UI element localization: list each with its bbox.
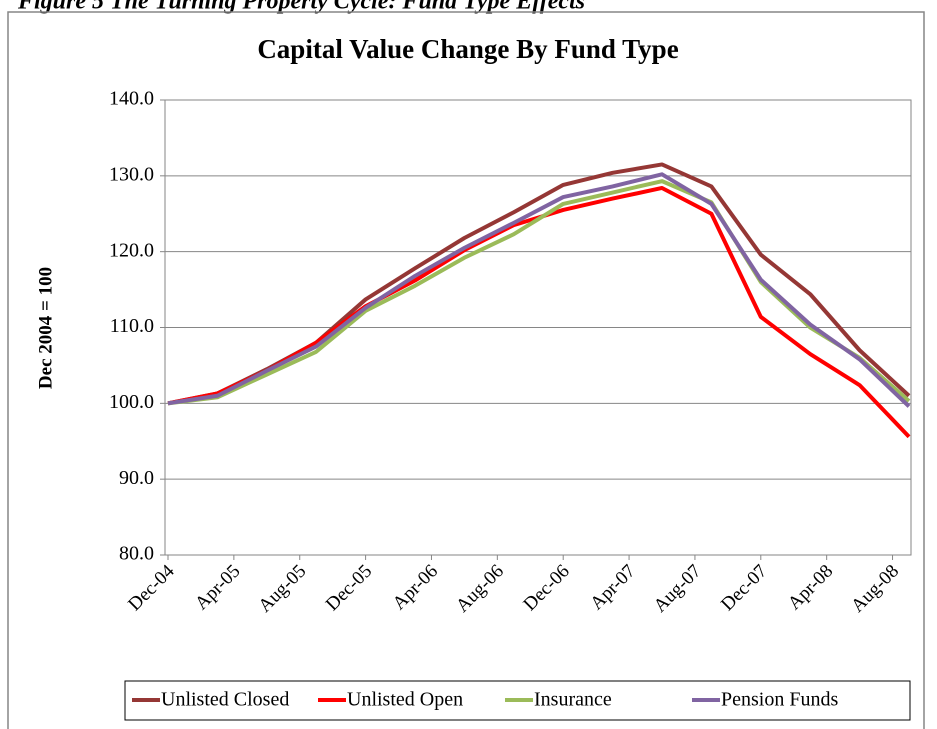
legend-label: Insurance	[534, 689, 612, 711]
chart-title: Capital Value Change By Fund Type	[257, 34, 678, 64]
y-tick-label: 140.0	[109, 88, 154, 110]
legend-box	[124, 680, 911, 721]
chart-frame	[7, 11, 925, 729]
x-tick-label: Apr-05	[191, 561, 244, 614]
x-tick-label: Dec-05	[322, 561, 376, 615]
x-tick-label: Aug-06	[452, 561, 508, 617]
legend-label: Unlisted Closed	[161, 689, 289, 711]
series-line	[167, 172, 911, 408]
x-tick-label: Aug-07	[650, 561, 706, 617]
y-tick-label: 80.0	[119, 543, 154, 565]
y-tick-label: 100.0	[109, 391, 154, 413]
y-tick-label: 110.0	[110, 315, 154, 337]
y-tick-label: 120.0	[109, 239, 154, 261]
y-axis-label: Dec 2004 = 100	[35, 267, 56, 389]
x-tick-label: Dec-06	[519, 561, 573, 615]
y-tick-label: 130.0	[109, 163, 154, 185]
x-tick-label: Apr-08	[784, 561, 837, 614]
x-tick-label: Dec-07	[717, 561, 771, 615]
x-tick-label: Aug-05	[254, 561, 310, 617]
x-tick-label: Apr-07	[586, 561, 639, 614]
x-tick-label: Dec-04	[124, 560, 179, 615]
series-line	[167, 179, 911, 406]
y-tick-label: 90.0	[119, 467, 154, 489]
x-tick-label: Apr-06	[389, 561, 442, 614]
figure-caption: Figure 5 The Turning Property Cycle: Fun…	[17, 0, 585, 15]
legend-label: Unlisted Open	[347, 689, 463, 711]
legend-label: Pension Funds	[721, 689, 838, 711]
x-tick-label: Aug-08	[847, 561, 903, 617]
plot-area	[164, 99, 912, 556]
